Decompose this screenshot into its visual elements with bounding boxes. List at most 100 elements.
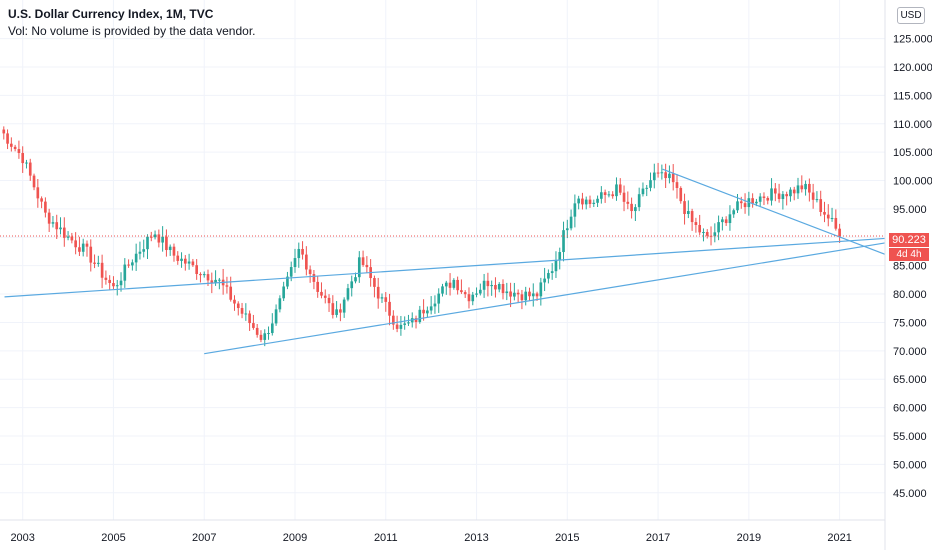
candle (104, 270, 108, 285)
y-tick-label: 45.000 (893, 488, 927, 500)
y-tick-label: 50.000 (893, 459, 927, 471)
candle (796, 177, 800, 199)
candle (811, 183, 815, 209)
candle (51, 215, 55, 228)
candle (346, 283, 350, 302)
candle (463, 290, 467, 298)
candle (28, 158, 32, 181)
candle (777, 183, 781, 203)
candle (433, 295, 437, 314)
candle (240, 302, 244, 319)
candle (497, 282, 501, 293)
candle (713, 223, 717, 243)
candle (649, 172, 652, 192)
candle (297, 242, 301, 268)
candle (301, 241, 304, 260)
candle (395, 315, 399, 333)
candle (528, 287, 531, 301)
candle (800, 175, 804, 193)
price-axis[interactable]: 45.000 50.000 55.000 60.000 65.000 70.000 75.0… (893, 34, 932, 500)
candle (339, 303, 342, 322)
candle (10, 137, 13, 152)
candle (93, 254, 96, 269)
candle (89, 239, 93, 272)
candle (62, 217, 66, 247)
candle (335, 301, 338, 318)
candle (403, 316, 407, 330)
candle (758, 193, 762, 208)
candle (645, 184, 649, 197)
candle (732, 208, 736, 218)
trendline[interactable] (204, 242, 886, 355)
x-tick-label: 2019 (737, 532, 761, 544)
candle (255, 324, 259, 338)
symbol-title[interactable]: U.S. Dollar Currency Index, 1M, TVC (8, 7, 214, 21)
candle (66, 231, 70, 241)
candle (547, 269, 550, 284)
candle (112, 276, 115, 290)
candle (108, 275, 112, 290)
trendline[interactable] (4, 237, 886, 298)
candle (25, 159, 28, 169)
time-axis[interactable]: 2003 2005 2007 2009 2011 2013 2015 2017 2019 2021 (10, 532, 851, 544)
candle (819, 190, 823, 217)
candle (282, 281, 285, 302)
candle (615, 177, 618, 201)
candle (751, 193, 754, 208)
candle (418, 305, 422, 324)
candle (660, 164, 664, 180)
x-tick-label: 2013 (464, 532, 488, 544)
candle (668, 165, 671, 184)
candle (286, 271, 289, 290)
candle (577, 195, 580, 210)
candle (305, 246, 308, 276)
candle (736, 194, 739, 214)
candle (342, 297, 346, 318)
candle (214, 270, 217, 286)
candle (119, 272, 123, 292)
candle (724, 216, 728, 226)
candle (195, 259, 198, 280)
candle (554, 251, 558, 278)
candle (679, 186, 683, 204)
candle (717, 215, 720, 241)
y-tick-label: 115.000 (893, 90, 932, 102)
x-tick-label: 2005 (101, 532, 125, 544)
trendline[interactable] (662, 168, 886, 255)
candle (191, 258, 195, 267)
y-tick-label: 125.000 (893, 34, 932, 46)
candle (6, 129, 9, 150)
candle (596, 195, 599, 208)
candle (373, 275, 376, 298)
candle (320, 282, 323, 299)
candle (702, 228, 705, 242)
candle (826, 204, 830, 227)
candle (830, 207, 834, 222)
candle (588, 195, 592, 208)
y-tick-label: 80.000 (893, 289, 927, 301)
candle (444, 280, 448, 295)
candle-countdown-label: 4d 4h (889, 248, 929, 261)
candle (168, 244, 172, 256)
candle (361, 250, 365, 267)
candle (573, 194, 577, 228)
candle (773, 183, 777, 202)
candle (641, 182, 645, 197)
x-tick-label: 2007 (192, 532, 216, 544)
candle (762, 192, 766, 206)
candle (437, 288, 441, 313)
candle (690, 208, 694, 231)
x-tick-label: 2021 (827, 532, 851, 544)
candle (180, 252, 183, 268)
candle (622, 185, 626, 212)
y-tick-label: 100.000 (893, 176, 932, 188)
candle (743, 193, 747, 214)
candle (766, 196, 770, 205)
currency-button[interactable]: USD (897, 7, 925, 24)
candle (218, 277, 221, 290)
candle (327, 294, 331, 312)
candle (683, 193, 686, 225)
candle (482, 273, 486, 298)
candle (365, 256, 369, 273)
